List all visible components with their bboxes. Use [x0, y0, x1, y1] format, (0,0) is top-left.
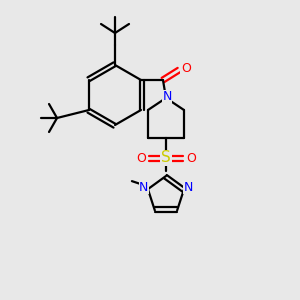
Text: O: O: [181, 61, 191, 74]
Text: O: O: [136, 152, 146, 164]
Text: N: N: [162, 91, 172, 103]
Text: S: S: [161, 151, 171, 166]
Text: O: O: [186, 152, 196, 164]
Text: N: N: [139, 181, 148, 194]
Text: N: N: [183, 181, 193, 194]
